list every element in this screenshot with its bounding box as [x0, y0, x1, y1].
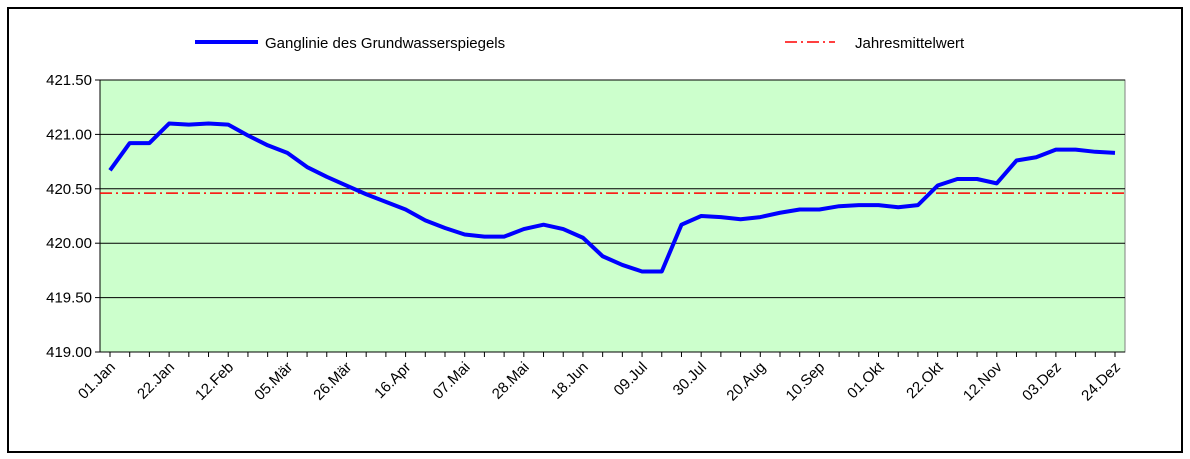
legend-label: Jahresmittelwert [855, 35, 965, 52]
y-tick-label: 419.00 [46, 344, 92, 361]
legend-label: Ganglinie des Grundwasserspiegels [265, 35, 505, 52]
y-tick-label: 420.00 [46, 235, 92, 252]
y-tick-label: 419.50 [46, 290, 92, 307]
y-tick-label: 421.00 [46, 126, 92, 143]
y-tick-label: 420.50 [46, 181, 92, 198]
series-line [108, 121, 1116, 274]
plot-area [99, 79, 1126, 353]
y-tick-label: 421.50 [46, 72, 92, 89]
